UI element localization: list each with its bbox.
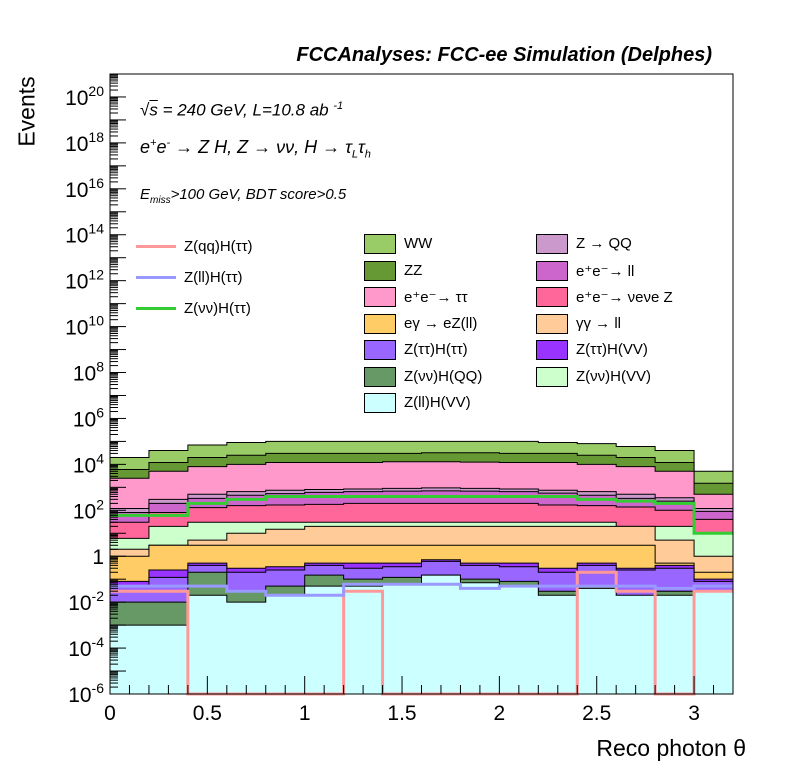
x-tick-label: 2: [494, 702, 506, 725]
signal-line-z-h: [110, 494, 733, 535]
y-tick-label: 1020: [65, 83, 104, 110]
legend-swatch-z-h: [136, 307, 176, 310]
signal-line-z-ll-h: [110, 582, 733, 597]
y-tick-label: 102: [73, 496, 104, 523]
legend-label-e-e: e⁺e⁻→ ττ: [404, 289, 468, 306]
x-tick-label: 2.5: [582, 702, 611, 725]
legend-swatch-ww: [364, 234, 396, 254]
legend-label-ll: γγ → ll: [576, 314, 621, 332]
legend-label-z-qq: Z → QQ: [576, 235, 632, 252]
legend-label-z-h: Z(ττ)H(ττ): [404, 341, 468, 358]
page-title: FCCAnalyses: FCC-ee Simulation (Delphes): [296, 44, 712, 66]
y-tick-label: 10-4: [68, 634, 104, 661]
energy-luminosity-annotation: √s = 240 GeV, L=10.8 ab -1: [140, 100, 344, 120]
legend-swatch-z-h-qq: [364, 366, 396, 387]
legend-swatch-z-ll-h-vv: [364, 393, 396, 413]
y-tick-label: 10-6: [68, 680, 104, 707]
x-tick-label: 0.5: [193, 702, 222, 725]
legend-swatch-zz: [364, 260, 396, 281]
legend-swatch-e-e: [364, 287, 396, 307]
y-tick-label: 104: [73, 450, 104, 477]
x-tick-label: 1.5: [387, 702, 416, 725]
x-axis-label: Reco photon θ: [596, 735, 746, 761]
cuts-annotation: Emiss>100 GeV, BDT score>0.5: [140, 186, 347, 206]
y-tick-label: 1016: [65, 175, 104, 202]
legend-label-zz: ZZ: [404, 261, 423, 279]
x-tick-label: 0: [104, 702, 116, 725]
legend-swatch-ll: [536, 313, 568, 334]
x-tick-label: 3: [688, 702, 700, 725]
y-axis-label: Events: [13, 76, 40, 147]
legend-swatch-e-e-e-e-z: [536, 287, 568, 307]
legend-swatch-z-qq: [536, 234, 568, 254]
legend-swatch-z-h-vv: [536, 340, 568, 360]
legend-label-z-ll-h: Z(ll)H(ττ): [184, 269, 243, 286]
legend-label-z-ll-h-vv: Z(ll)H(VV): [404, 394, 471, 411]
y-tick-label: 1012: [65, 267, 104, 294]
legend-label-ww: WW: [404, 235, 433, 252]
legend-label-z-qq-h: Z(qq)H(ττ): [184, 238, 253, 255]
legend-swatch-z-ll-h: [136, 276, 176, 279]
x-tick-label: 1: [299, 702, 311, 725]
legend-swatch-z-h: [364, 340, 396, 360]
legend-label-z-h-vv: Z(ττ)H(VV): [576, 341, 648, 358]
y-tick-label: 106: [73, 404, 104, 431]
legend-label-z-h-qq: Z(νν)H(QQ): [404, 367, 483, 385]
legend-swatch-e-e-ll: [536, 260, 568, 281]
legend-label-z-h-vv: Z(νν)H(VV): [576, 367, 651, 385]
y-tick-label: 1010: [65, 313, 104, 340]
y-tick-label: 1014: [65, 221, 104, 248]
process-annotation: e+e- → Z H, Z → νν, H → τLτh: [140, 137, 371, 161]
legend-label-e-e-ll: e⁺e⁻→ ll: [576, 262, 635, 280]
y-tick-label: 108: [73, 359, 104, 386]
y-tick-label: 1: [92, 546, 104, 569]
legend-swatch-z-qq-h: [136, 245, 176, 248]
legend-swatch-z-h-vv: [536, 366, 568, 387]
legend-label-e-e-e-e-z: e⁺e⁻→ νeνe Z: [576, 289, 673, 306]
legend-label-z-h: Z(νν)H(ττ): [184, 300, 251, 317]
legend-label-e-ez-ll: eγ → eZ(ll): [404, 314, 478, 332]
legend-swatch-e-ez-ll: [364, 313, 396, 334]
y-tick-label: 10-2: [68, 588, 104, 615]
y-tick-label: 1018: [65, 129, 104, 156]
